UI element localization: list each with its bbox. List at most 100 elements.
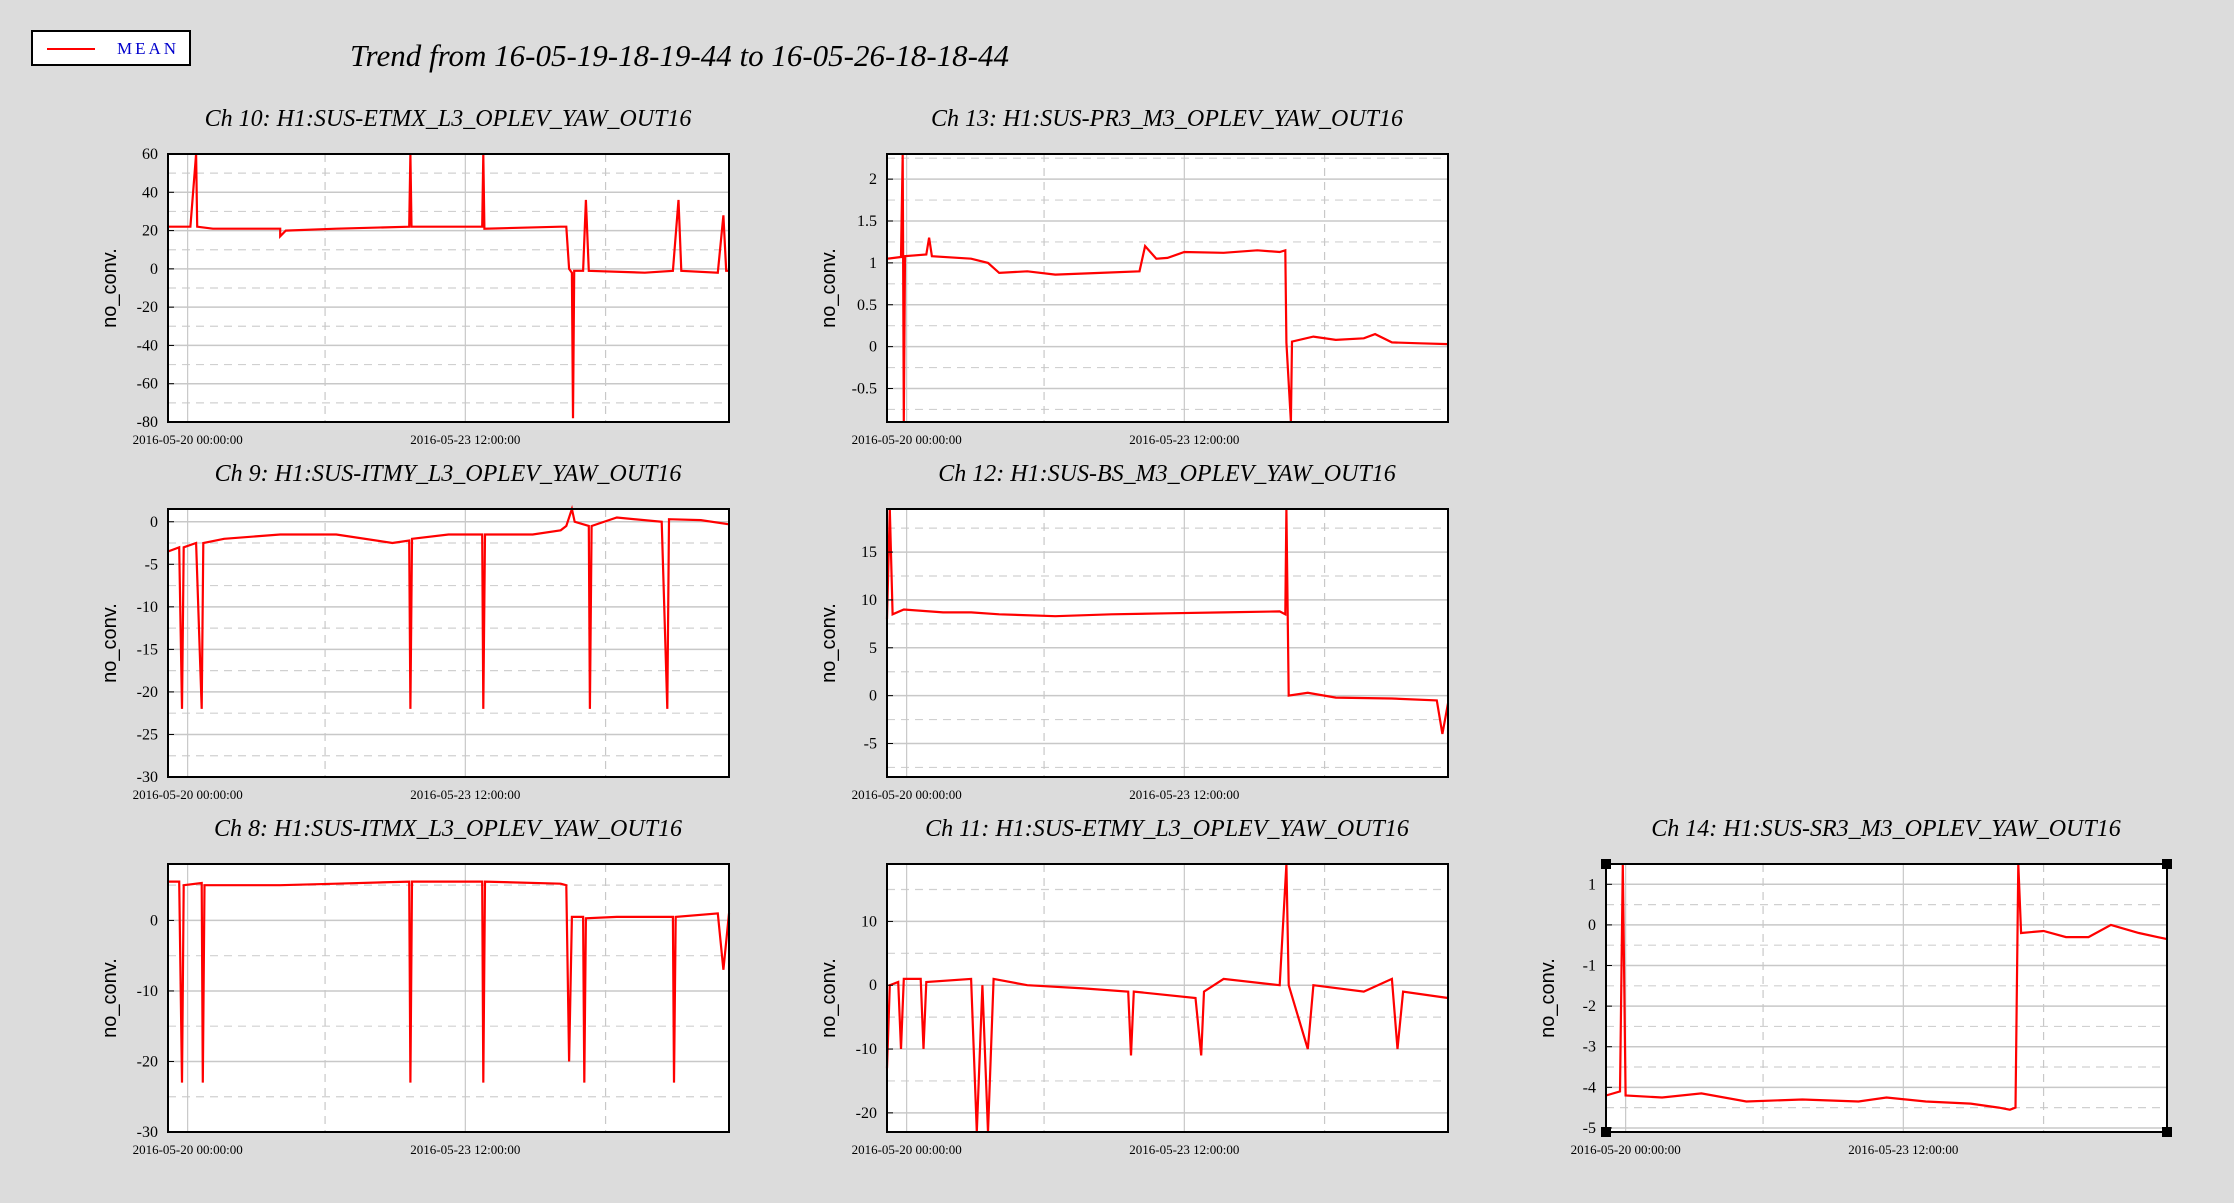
y-tick-label: -3 [1583, 1039, 1596, 1056]
legend-label: MEAN [117, 39, 180, 58]
plot-6: 10 0 -10 -20 2016-05-20 00:00:00 2016-05-23 1… [818, 816, 1449, 1157]
plot-area [168, 864, 729, 1132]
y-tick-label: 0 [1588, 917, 1596, 934]
legend: MEAN [31, 30, 191, 66]
x-tick-label: 2016-05-23 12:00:00 [410, 1142, 520, 1157]
plot-title: Ch 13: H1:SUS-PR3_M3_OPLEV_YAW_OUT16 [931, 106, 1403, 132]
y-tick-label: 0 [150, 514, 158, 531]
plot-area [887, 509, 1448, 777]
plot-title: Ch 8: H1:SUS-ITMX_L3_OPLEV_YAW_OUT16 [214, 816, 682, 842]
y-tick-label: -2 [1583, 998, 1596, 1015]
x-tick-label: 2016-05-23 12:00:00 [1129, 787, 1239, 802]
y-tick-label: 0 [869, 977, 877, 994]
y-tick-label: 1 [1588, 876, 1596, 893]
plot-frame [886, 153, 1449, 423]
y-tick-label: -60 [137, 376, 158, 393]
selection-handle[interactable] [1601, 859, 1611, 869]
y-tick-label: -20 [137, 299, 158, 316]
series-line [1605, 863, 2168, 1111]
y-tick-label: 10 [861, 592, 877, 609]
y-axis-label: no_conv. [99, 603, 121, 683]
y-tick-label: 1.5 [857, 213, 877, 230]
y-tick-label: -10 [856, 1041, 877, 1058]
y-tick-label: -80 [137, 414, 158, 431]
y-tick-label: 40 [142, 184, 158, 201]
y-axis-label: no_conv. [818, 603, 840, 683]
series-line [168, 153, 729, 419]
y-tick-label: 0 [869, 688, 877, 705]
y-tick-label: -15 [137, 641, 158, 658]
plot-title: Ch 10: H1:SUS-ETMX_L3_OPLEV_YAW_OUT16 [205, 106, 692, 132]
y-tick-label: 60 [142, 146, 158, 163]
plot-area [168, 509, 729, 777]
selection-handle[interactable] [2162, 1127, 2172, 1137]
plot-frame [167, 863, 730, 1133]
y-tick-label: 1 [869, 255, 877, 272]
series-line [885, 508, 1450, 735]
y-tick-label: 2 [869, 171, 877, 188]
series-line [167, 504, 730, 709]
y-tick-label: 0.5 [857, 297, 877, 314]
legend-swatch [47, 48, 95, 50]
y-tick-label: -20 [137, 1053, 158, 1070]
y-tick-label: -10 [137, 983, 158, 1000]
x-tick-label: 2016-05-23 12:00:00 [1848, 1142, 1958, 1157]
y-tick-label: 0 [150, 912, 158, 929]
plot-2: 2 1.5 1 0.5 0 -0.5 2016-05-20 00:00:00 2016-05-… [818, 106, 1449, 447]
plot-frame [167, 153, 730, 423]
selection-handle[interactable] [1601, 1127, 1611, 1137]
y-axis-label: no_conv. [818, 958, 840, 1038]
x-tick-label: 2016-05-20 00:00:00 [1571, 1142, 1681, 1157]
y-tick-label: 5 [869, 640, 877, 657]
y-tick-label: -5 [1583, 1120, 1596, 1137]
x-tick-label: 2016-05-20 00:00:00 [852, 1142, 962, 1157]
y-axis-label: no_conv. [1537, 958, 1559, 1038]
y-tick-label: -25 [137, 726, 158, 743]
y-tick-label: -10 [137, 599, 158, 616]
x-tick-label: 2016-05-20 00:00:00 [133, 432, 243, 447]
plot-area [887, 864, 1448, 1132]
plot-4: 15 10 5 0 -5 2016-05-20 00:00:00 2016-05-23 12… [818, 461, 1450, 802]
x-tick-label: 2016-05-23 12:00:00 [410, 432, 520, 447]
y-axis-label: no_conv. [99, 248, 121, 328]
plot-frame [886, 508, 1449, 778]
y-tick-label: 10 [861, 913, 877, 930]
y-axis-label: no_conv. [99, 958, 121, 1038]
plot-frame [167, 508, 730, 778]
y-tick-label: -5 [864, 736, 877, 753]
plot-area [887, 154, 1448, 422]
plot-title: Ch 11: H1:SUS-ETMY_L3_OPLEV_YAW_OUT16 [925, 816, 1409, 842]
main-title: Trend from 16-05-19-18-19-44 to 16-05-26… [350, 38, 1009, 73]
plot-frame [886, 863, 1449, 1133]
y-tick-label: -1 [1583, 958, 1596, 975]
y-tick-label: -5 [145, 556, 158, 573]
y-tick-label: -20 [137, 684, 158, 701]
series-line [168, 880, 731, 1083]
plot-title: Ch 14: H1:SUS-SR3_M3_OPLEV_YAW_OUT16 [1651, 816, 2120, 842]
plot-title: Ch 12: H1:SUS-BS_M3_OPLEV_YAW_OUT16 [938, 461, 1395, 487]
y-tick-label: 15 [861, 544, 877, 561]
y-tick-label: -4 [1583, 1079, 1596, 1096]
x-tick-label: 2016-05-20 00:00:00 [852, 787, 962, 802]
y-tick-label: -30 [137, 1124, 158, 1141]
x-tick-label: 2016-05-23 12:00:00 [1129, 432, 1239, 447]
y-tick-label: 20 [142, 223, 158, 240]
plot-title: Ch 9: H1:SUS-ITMY_L3_OPLEV_YAW_OUT16 [215, 461, 682, 487]
plot-7: 1 0 -1 -2 -3 -4 -5 2016-05-20 00:00:00 2016-05-2… [1537, 816, 2172, 1157]
y-tick-label: -40 [137, 337, 158, 354]
selection-handle[interactable] [2162, 859, 2172, 869]
y-tick-label: -20 [856, 1105, 877, 1122]
x-tick-label: 2016-05-23 12:00:00 [410, 787, 520, 802]
x-tick-label: 2016-05-20 00:00:00 [133, 1142, 243, 1157]
x-tick-label: 2016-05-20 00:00:00 [133, 787, 243, 802]
x-tick-label: 2016-05-20 00:00:00 [852, 432, 962, 447]
y-tick-label: -30 [137, 769, 158, 786]
plot-frame [1605, 863, 2168, 1133]
y-tick-label: 0 [150, 261, 158, 278]
y-tick-label: 0 [869, 339, 877, 356]
series-line [885, 863, 1449, 1133]
